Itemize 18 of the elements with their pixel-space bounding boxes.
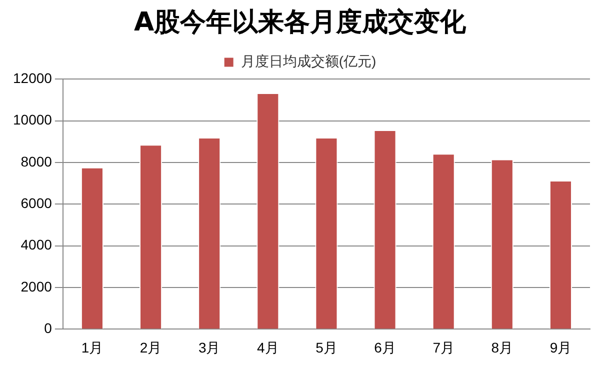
x-tick-label: 5月 — [316, 339, 338, 356]
chart-title: A股今年以来各月度成交变化 — [134, 7, 468, 38]
y-tick-label: 12000 — [12, 70, 52, 86]
y-tick-label: 8000 — [20, 153, 52, 170]
x-tick-label: 8月 — [491, 339, 514, 356]
x-tick-label: 3月 — [198, 339, 220, 356]
x-tick-label: 9月 — [550, 339, 572, 356]
x-tick-label: 1月 — [81, 339, 104, 356]
x-tick-label: 4月 — [257, 339, 279, 356]
y-tick-label: 10000 — [12, 112, 52, 128]
y-tick-label: 0 — [44, 320, 52, 336]
x-tick-label: 6月 — [374, 339, 396, 356]
y-tick-label: 4000 — [20, 236, 52, 253]
x-tick-label: 7月 — [432, 339, 454, 356]
legend-label: 月度日均成交额(亿元) — [240, 53, 376, 70]
y-tick-label: 2000 — [20, 278, 52, 294]
y-tick-label: 6000 — [20, 195, 52, 212]
x-tick-label: 2月 — [140, 339, 162, 356]
